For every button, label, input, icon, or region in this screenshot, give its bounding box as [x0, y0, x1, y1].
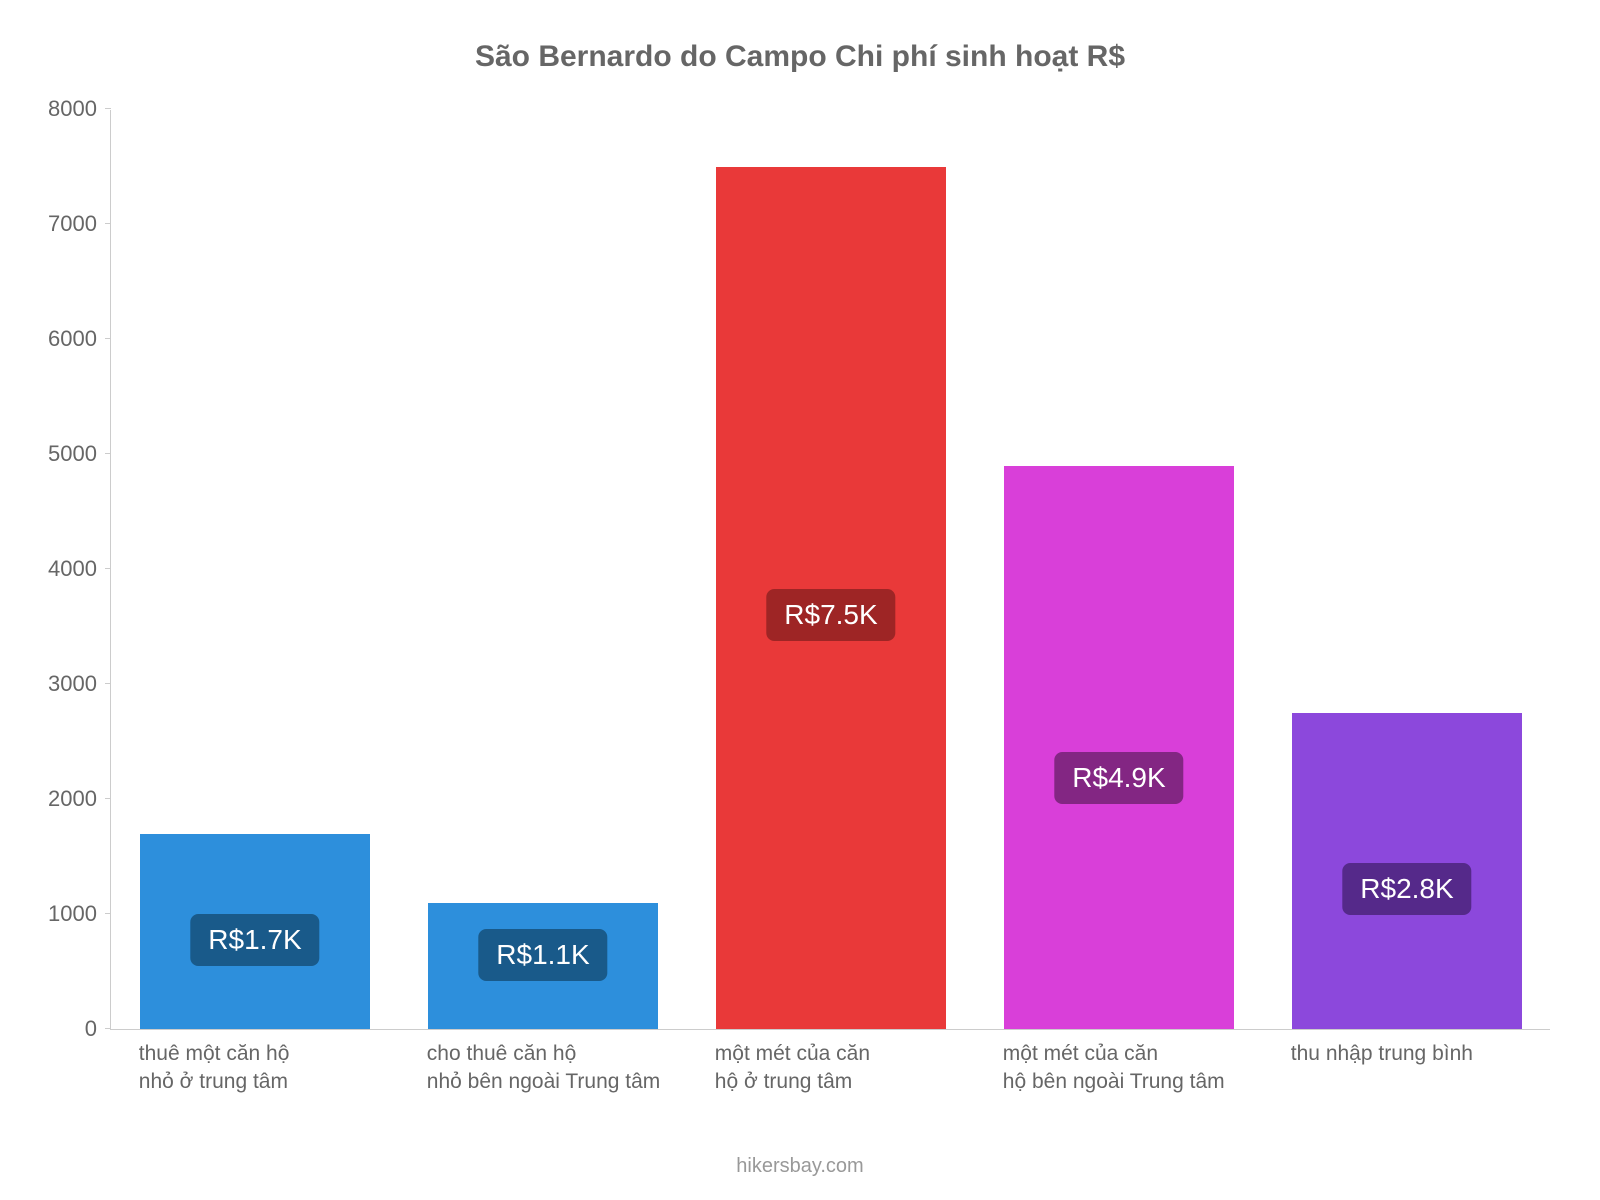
y-tick-mark	[105, 453, 111, 454]
y-tick-mark	[105, 798, 111, 799]
x-label-line2: nhỏ ở trung tâm	[139, 1068, 409, 1096]
x-axis-label: cho thuê căn hộnhỏ bên ngoài Trung tâm	[427, 1040, 697, 1097]
chart-container: São Bernardo do Campo Chi phí sinh hoạt …	[0, 0, 1600, 1200]
y-tick-label: 0	[85, 1016, 111, 1042]
bar-value-badge: R$7.5K	[766, 589, 895, 641]
y-tick-mark	[105, 223, 111, 224]
bar-value-badge: R$1.1K	[478, 929, 607, 981]
y-tick-label: 7000	[48, 211, 111, 237]
x-axis-label: thu nhập trung bình	[1291, 1040, 1561, 1068]
y-tick-label: 1000	[48, 901, 111, 927]
x-label-line1: cho thuê căn hộ	[427, 1040, 697, 1068]
y-tick-mark	[105, 108, 111, 109]
y-tick-mark	[105, 338, 111, 339]
x-label-line1: một mét của căn	[715, 1040, 985, 1068]
y-tick-label: 8000	[48, 96, 111, 122]
x-label-line1: thu nhập trung bình	[1291, 1040, 1561, 1068]
bar-value-badge: R$2.8K	[1342, 863, 1471, 915]
x-axis-label: một mét của cănhộ bên ngoài Trung tâm	[1003, 1040, 1273, 1097]
y-tick-mark	[105, 568, 111, 569]
x-axis-label: một mét của cănhộ ở trung tâm	[715, 1040, 985, 1097]
x-label-line1: thuê một căn hộ	[139, 1040, 409, 1068]
chart-bar: R$2.8K	[1292, 713, 1522, 1029]
chart-bar: R$7.5K	[716, 167, 946, 1030]
x-axis-label: thuê một căn hộnhỏ ở trung tâm	[139, 1040, 409, 1097]
x-label-line2: hộ ở trung tâm	[715, 1068, 985, 1096]
y-tick-label: 5000	[48, 441, 111, 467]
y-tick-label: 6000	[48, 326, 111, 352]
plot-area: 010002000300040005000600070008000R$1.7KR…	[110, 110, 1550, 1030]
y-tick-mark	[105, 1028, 111, 1029]
bar-value-badge: R$1.7K	[190, 914, 319, 966]
chart-title: São Bernardo do Campo Chi phí sinh hoạt …	[0, 40, 1600, 74]
y-tick-label: 4000	[48, 556, 111, 582]
x-label-line1: một mét của căn	[1003, 1040, 1273, 1068]
x-label-line2: hộ bên ngoài Trung tâm	[1003, 1068, 1273, 1096]
chart-bar: R$1.1K	[428, 903, 658, 1030]
y-tick-label: 3000	[48, 671, 111, 697]
y-tick-mark	[105, 683, 111, 684]
bar-value-badge: R$4.9K	[1054, 752, 1183, 804]
chart-bar: R$1.7K	[140, 834, 370, 1030]
y-tick-mark	[105, 913, 111, 914]
chart-footer: hikersbay.com	[0, 1155, 1600, 1178]
y-tick-label: 2000	[48, 786, 111, 812]
x-label-line2: nhỏ bên ngoài Trung tâm	[427, 1068, 697, 1096]
chart-bar: R$4.9K	[1004, 466, 1234, 1030]
